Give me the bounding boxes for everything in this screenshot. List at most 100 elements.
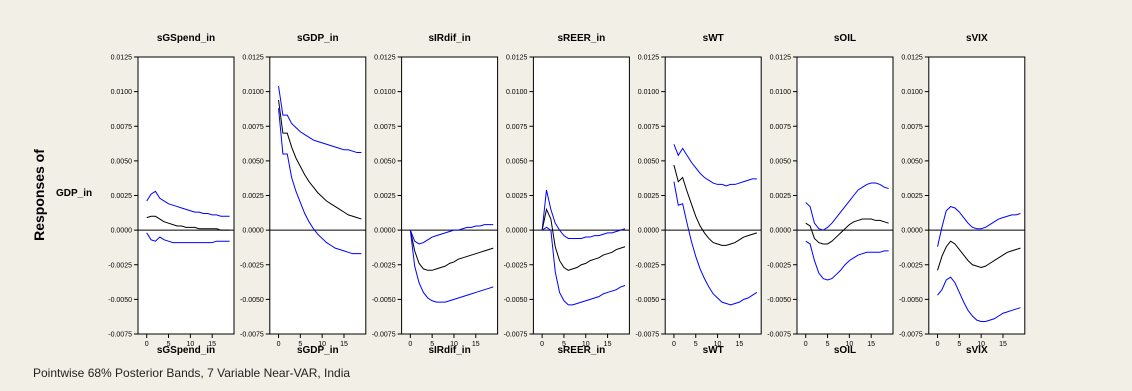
y-tick-label: -0.0075 — [635, 332, 659, 339]
y-tick-label: 0.0050 — [506, 158, 528, 165]
series-median-line — [805, 218, 889, 245]
series-upper-line — [541, 189, 626, 239]
panel-title: sWT — [703, 33, 724, 44]
panel-title: sREER_in — [558, 33, 606, 44]
y-tick-label: 0.0100 — [374, 89, 396, 96]
series-median-line — [409, 230, 494, 271]
x-tick-label: 5 — [430, 341, 434, 348]
plot-area — [401, 56, 499, 335]
y-tick-label: -0.0025 — [767, 262, 791, 269]
x-tick-label: 10 — [845, 341, 853, 348]
y-tick-label: 0.0000 — [506, 228, 528, 235]
panel-bottom-label: sGSpend_in — [157, 345, 215, 356]
panel-bottom-label: sIRdif_in — [428, 345, 470, 356]
y-tick-label: 0.0125 — [374, 55, 396, 62]
series-median-line — [278, 99, 362, 220]
y-tick-label: 0.0050 — [901, 158, 923, 165]
series-upper-line — [673, 144, 757, 187]
y-tick-label: -0.0050 — [108, 297, 132, 304]
series-upper-line — [278, 86, 362, 154]
panel-1: sGDP_in sGDP_in 0.0125 0.0100 0.0075 0.0050 0.… — [240, 33, 367, 356]
plot-area — [664, 56, 762, 335]
panel-bottom-label: sGDP_in — [297, 345, 339, 356]
x-tick-label: 10 — [450, 341, 458, 348]
y-tick-label: -0.0075 — [767, 332, 791, 339]
y-tick-label: -0.0075 — [372, 332, 396, 339]
y-tick-label: 0.0025 — [374, 193, 396, 200]
y-tick-label: 0.0075 — [374, 124, 396, 131]
x-tick-label: 10 — [582, 341, 590, 348]
y-tick-label: 0.0050 — [374, 158, 396, 165]
y-tick-label: 0.0050 — [111, 158, 133, 165]
x-tick-label: 15 — [604, 341, 612, 348]
x-tick-label: 5 — [167, 341, 171, 348]
y-tick-label: 0.0125 — [242, 55, 264, 62]
y-tick-label: -0.0025 — [240, 262, 264, 269]
series-upper-line — [937, 206, 1021, 247]
x-tick-label: 0 — [145, 341, 149, 348]
y-tick-label: 0.0125 — [111, 55, 133, 62]
x-tick-label: 10 — [186, 341, 194, 348]
y-tick-label: 0.0100 — [242, 89, 264, 96]
y-tick-label: -0.0050 — [372, 297, 396, 304]
series-lower-line — [541, 226, 626, 306]
y-tick-label: 0.0025 — [770, 193, 792, 200]
panel-bottom-label: sVIX — [966, 345, 988, 356]
y-tick-label: -0.0050 — [240, 297, 264, 304]
x-tick-label: 0 — [936, 341, 940, 348]
response-variable-label: GDP_in — [56, 188, 92, 199]
y-tick-label: 0.0125 — [901, 55, 923, 62]
panel-bottom-label: sOIL — [834, 345, 856, 356]
figure-footnote: Pointwise 68% Posterior Bands, 7 Variabl… — [33, 366, 351, 380]
plot-area — [269, 56, 367, 335]
row-label: Responses of — [31, 149, 47, 241]
panel-bottom-label: sREER_in — [558, 345, 606, 356]
series-lower-line — [146, 232, 230, 244]
y-tick-label: 0.0100 — [901, 89, 923, 96]
y-tick-label: 0.0000 — [770, 228, 792, 235]
x-tick-label: 5 — [562, 341, 566, 348]
x-tick-label: 15 — [340, 341, 348, 348]
x-tick-label: 5 — [694, 341, 698, 348]
x-tick-label: 15 — [999, 341, 1007, 348]
y-tick-label: 0.0025 — [638, 193, 660, 200]
x-tick-label: 0 — [672, 341, 676, 348]
series-upper-line — [146, 190, 230, 217]
y-tick-label: -0.0050 — [504, 297, 528, 304]
series-median-line — [937, 240, 1021, 271]
y-tick-label: -0.0050 — [899, 297, 923, 304]
x-tick-label: 5 — [826, 341, 830, 348]
series-lower-line — [409, 230, 494, 303]
y-tick-label: 0.0000 — [901, 228, 923, 235]
panels-group: sGSpend_in sGSpend_in 0.0125 0.0100 0.0075 0.… — [108, 33, 1026, 356]
y-tick-label: -0.0075 — [240, 332, 264, 339]
y-tick-label: 0.0000 — [638, 228, 660, 235]
y-tick-label: 0.0075 — [506, 124, 528, 131]
y-tick-label: 0.0000 — [111, 228, 133, 235]
y-tick-label: 0.0100 — [638, 89, 660, 96]
series-lower-line — [805, 240, 889, 281]
x-tick-label: 15 — [208, 341, 216, 348]
y-tick-label: 0.0050 — [638, 158, 660, 165]
y-tick-label: 0.0125 — [770, 55, 792, 62]
panel-5: sOIL sOIL 0.0125 0.0100 0.0075 0.0050 0.0025 0.… — [767, 33, 894, 356]
panel-title: sIRdif_in — [428, 33, 470, 44]
y-tick-label: -0.0025 — [372, 262, 396, 269]
panel-title: sGSpend_in — [157, 33, 215, 44]
y-tick-label: 0.0100 — [111, 89, 133, 96]
plot-area — [137, 56, 235, 335]
y-tick-label: 0.0025 — [506, 193, 528, 200]
x-tick-label: 15 — [472, 341, 480, 348]
y-tick-label: 0.0025 — [242, 193, 264, 200]
y-tick-label: 0.0075 — [111, 124, 133, 131]
x-tick-label: 0 — [540, 341, 544, 348]
y-tick-label: 0.0125 — [506, 55, 528, 62]
x-tick-label: 10 — [318, 341, 326, 348]
series-lower-line — [937, 276, 1021, 323]
x-tick-label: 0 — [277, 341, 281, 348]
y-tick-label: 0.0100 — [770, 89, 792, 96]
plot-area — [796, 56, 894, 335]
y-tick-label: -0.0050 — [635, 297, 659, 304]
series-lower-line — [278, 108, 362, 255]
